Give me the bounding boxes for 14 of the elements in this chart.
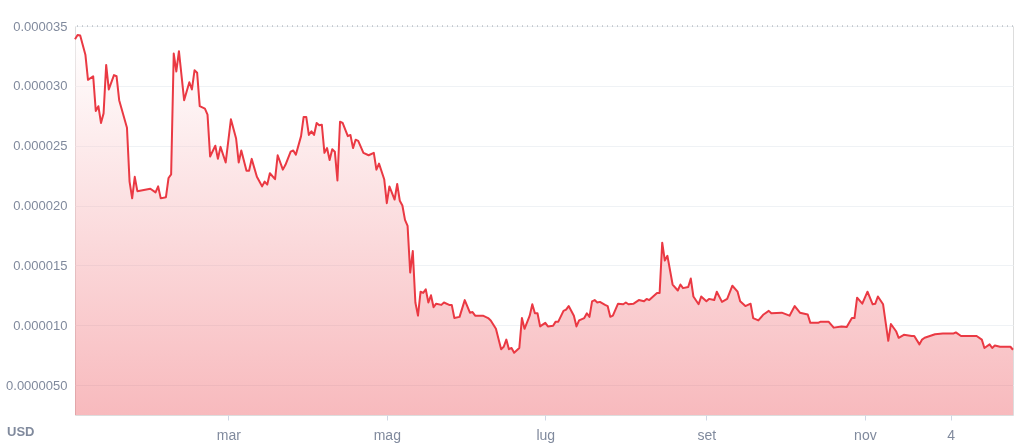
y-tick-label: 0.0000050	[6, 377, 68, 393]
x-tick-label: 4	[947, 426, 956, 443]
text: USD	[7, 424, 35, 439]
y-tick-label: 0.000030	[13, 78, 68, 94]
x-tick-label: nov	[854, 426, 877, 443]
y-tick-label: 0.000025	[13, 138, 68, 154]
y-tick-label: 0.000015	[13, 257, 68, 273]
y-tick-label: 0.000035	[13, 18, 68, 34]
y-tick-label: 0.000020	[13, 198, 68, 214]
x-tick-label: lug	[536, 426, 556, 443]
x-tick-label: mag	[373, 426, 401, 443]
x-tick-label: set	[697, 426, 717, 443]
x-tick-label: mar	[216, 426, 242, 443]
y-tick-label: 0.000010	[13, 317, 68, 333]
